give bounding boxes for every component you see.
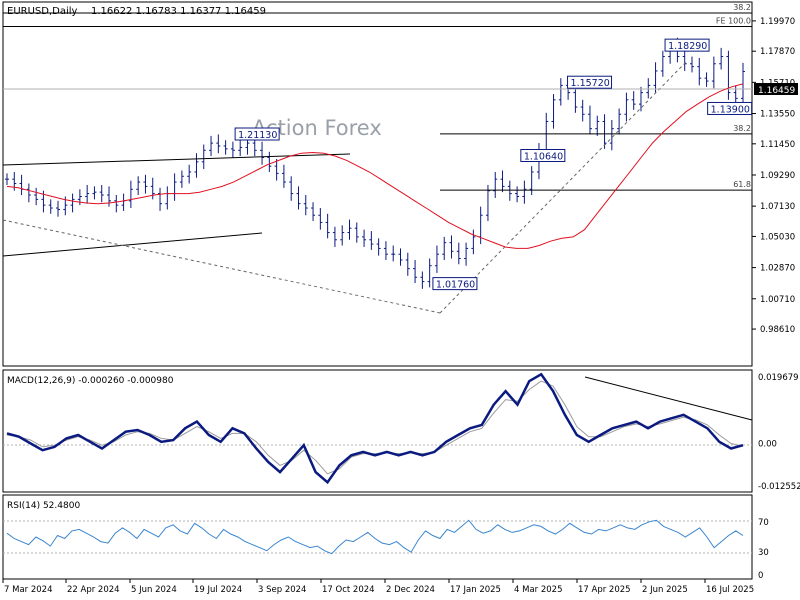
x-tick-label: 17 Oct 2024 [322,585,375,595]
x-axis: 7 Mar 2024 22 Apr 2024 5 Jun 2024 19 Jul 20… [2,579,754,595]
rsi-tick-label: 70 [758,518,769,528]
fib-label: 38.2 [733,3,751,12]
candlesticks [5,37,745,289]
x-tick-label: 2 Jun 2025 [642,585,688,595]
rsi-title: RSI(14) 52.4800 [7,501,80,511]
price-annotation-label: 1.13900 [711,104,750,115]
rsi-axis: 70 30 0 [758,518,769,581]
rsi-line [6,519,744,555]
resistance-trendline [2,153,351,166]
price-tick-label: 0.98610 [760,325,795,335]
support-trendline [2,232,263,257]
current-price-label: 1.16459 [758,86,795,96]
moving-average-line [6,83,744,249]
macd-trendline [584,376,753,421]
price-tick-label: 1.07130 [760,202,795,212]
price-annotation-label: 1.15720 [571,78,610,89]
x-tick-label: 22 Apr 2024 [67,585,120,595]
fib-levels: 38.2 FE 100.0 38.2 61.8 [3,3,752,191]
macd-signal-line [6,380,744,475]
dashed-trend-1 [2,219,441,314]
price-tick-label: 1.00710 [760,295,795,305]
macd-tick-label: 0.00 [758,439,777,449]
price-annotation-box [567,75,613,89]
macd-tick-label: 0.019679 [758,373,799,383]
macd-axis: 0.019679 0.00 -0.012552 [758,373,800,492]
rsi-panel-frame [2,494,753,580]
price-tick-label: 1.17870 [760,47,795,57]
x-tick-label: 16 Jul 2025 [706,585,754,595]
price-annotation-box [520,149,566,163]
x-tick-label: 7 Mar 2024 [4,585,52,595]
price-annotation-label: 1.10640 [524,152,563,163]
x-tick-label: 4 Mar 2025 [514,585,562,595]
header-symbol: EURUSD,Daily [7,6,78,17]
price-annotation-box [707,101,753,115]
rsi-tick-label: 0 [758,571,763,581]
macd-tick-label: -0.012552 [758,482,800,492]
price-tick-label: 1.09290 [760,171,795,181]
macd-panel-frame [2,369,753,493]
price-axis: 1.199701.178701.157101.135501.114501.092… [752,17,795,335]
price-tick-label: 1.13550 [760,110,795,120]
price-tick-label: 1.19970 [760,17,795,27]
x-tick-label: 17 Apr 2025 [578,585,631,595]
price-tick-label: 1.05030 [760,232,795,242]
fib-label: FE 100.0 [716,17,751,26]
x-tick-label: 19 Jul 2024 [194,585,242,595]
x-tick-label: 2 Dec 2024 [386,585,435,595]
rsi-tick-label: 30 [758,548,769,558]
current-price-box [754,83,798,95]
price-annotation-label: 1.21130 [238,130,277,141]
x-tick-label: 17 Jan 2025 [450,585,501,595]
macd-title: MACD(12,26,9) -0.000260 -0.000980 [7,376,174,386]
price-panel-frame [2,1,753,367]
macd-line [6,372,744,485]
price-annotation-box [432,277,478,291]
price-annotation-label: 1.18290 [668,41,707,52]
price-tick-label: 1.11450 [760,140,795,150]
price-annotation-label: 1.01760 [436,280,475,291]
price-tick-label: 1.02870 [760,264,795,274]
fib-label: 61.8 [733,180,751,189]
fib-label: 38.2 [733,124,751,133]
header-ohlc: 1.16622 1.16783 1.16377 1.16459 [91,6,266,17]
x-tick-label: 3 Sep 2024 [258,585,306,595]
price-annotation-box [664,38,710,52]
dashed-trend-2 [439,61,687,314]
x-tick-label: 5 Jun 2024 [131,585,177,595]
price-annotation-box [234,127,280,141]
price-annotations: 1.21130 1.01760 1.10640 1.15720 1.18290 1.139… [234,38,753,291]
